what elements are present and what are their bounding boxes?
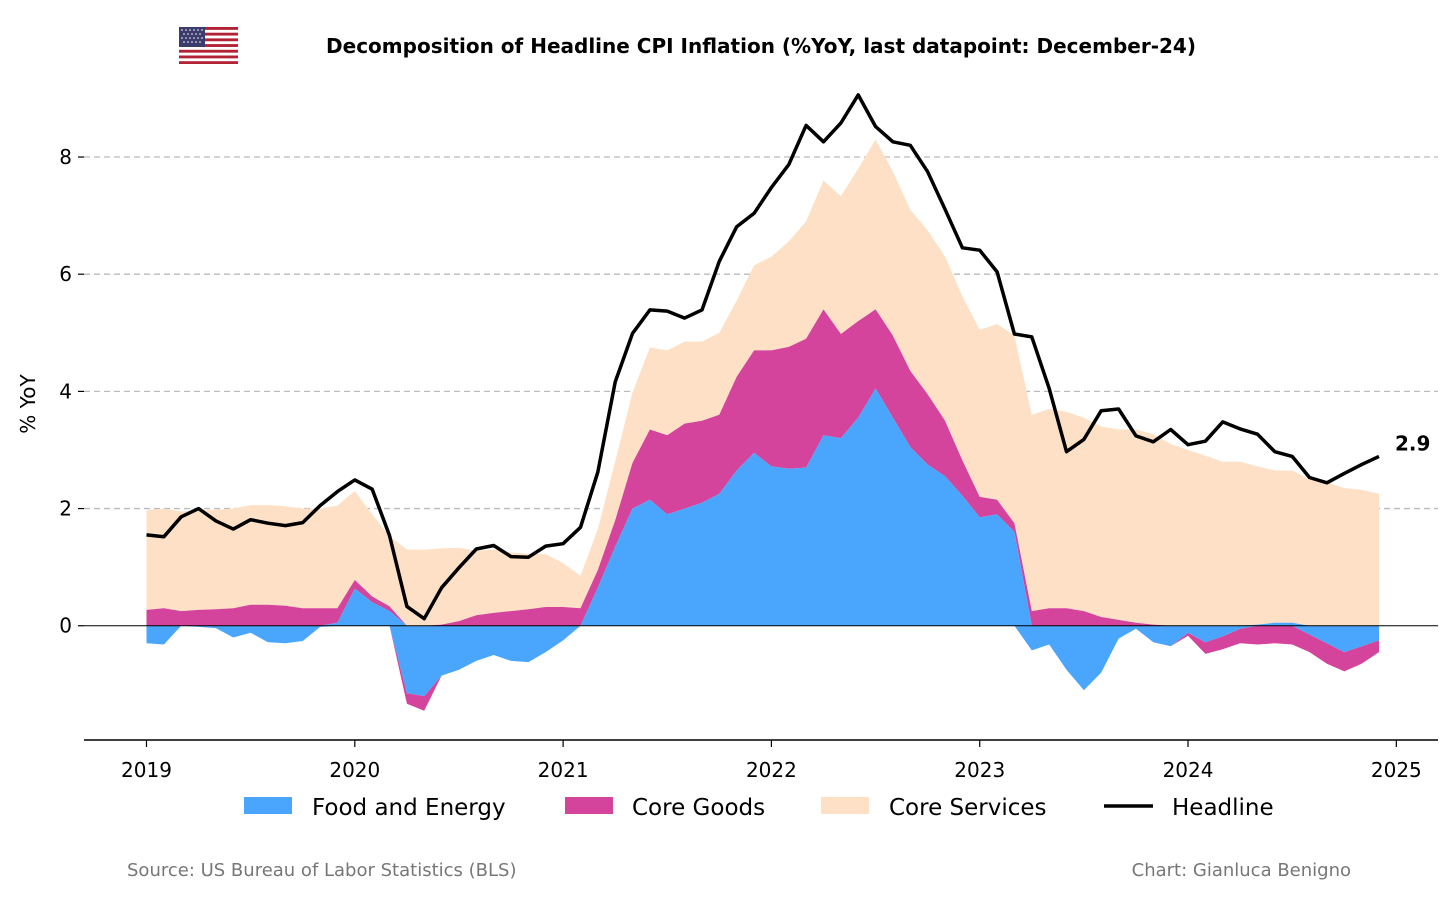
headline-line <box>146 93 1380 621</box>
legend-swatch-core-goods <box>565 797 613 814</box>
source-note: Source: US Bureau of Labor Statistics (B… <box>127 860 516 881</box>
grid-lines <box>84 156 1438 510</box>
y-axis: 0 2 4 6 8 <box>59 145 84 638</box>
legend: Food and Energy Core Goods Core Services… <box>244 795 1274 821</box>
legend-label-core-goods: Core Goods <box>632 795 765 821</box>
legend-swatch-core-services <box>821 797 869 814</box>
legend-swatch-food-energy <box>244 797 292 814</box>
area-core-goods-positive <box>146 309 1379 626</box>
x-tick-label: 2023 <box>954 758 1005 782</box>
legend-label-headline: Headline <box>1172 795 1274 821</box>
headline-end-label: 2.9 <box>1395 431 1430 455</box>
x-tick-label: 2020 <box>329 758 380 782</box>
y-tick-label: 2 <box>59 497 72 521</box>
headline-series <box>146 93 1380 621</box>
legend-label-food-energy: Food and Energy <box>312 795 506 821</box>
x-tick-label: 2019 <box>121 758 172 782</box>
x-tick-label: 2024 <box>1163 758 1214 782</box>
chart-title: Decomposition of Headline CPI Inflation … <box>326 34 1196 58</box>
chart-credit: Chart: Gianluca Benigno <box>1132 860 1351 881</box>
x-tick-label: 2025 <box>1371 758 1422 782</box>
area-food-energy-positive <box>146 388 1379 626</box>
legend-label-core-services: Core Services <box>889 795 1047 821</box>
area-core-goods-negative <box>146 625 1379 711</box>
y-tick-label: 4 <box>59 379 72 403</box>
area-food-energy-negative <box>146 625 1379 697</box>
x-tick-label: 2021 <box>538 758 589 782</box>
y-tick-label: 0 <box>59 614 72 638</box>
area-core-services <box>146 139 1379 626</box>
y-axis-label: % YoY <box>16 374 40 434</box>
x-axis: 2019 2020 2021 2022 2023 2024 2025 <box>84 739 1438 782</box>
y-tick-label: 8 <box>59 145 72 169</box>
us-flag-icon <box>179 27 238 64</box>
y-tick-label: 6 <box>59 262 72 286</box>
x-tick-label: 2022 <box>746 758 797 782</box>
stacked-areas <box>146 139 1379 711</box>
